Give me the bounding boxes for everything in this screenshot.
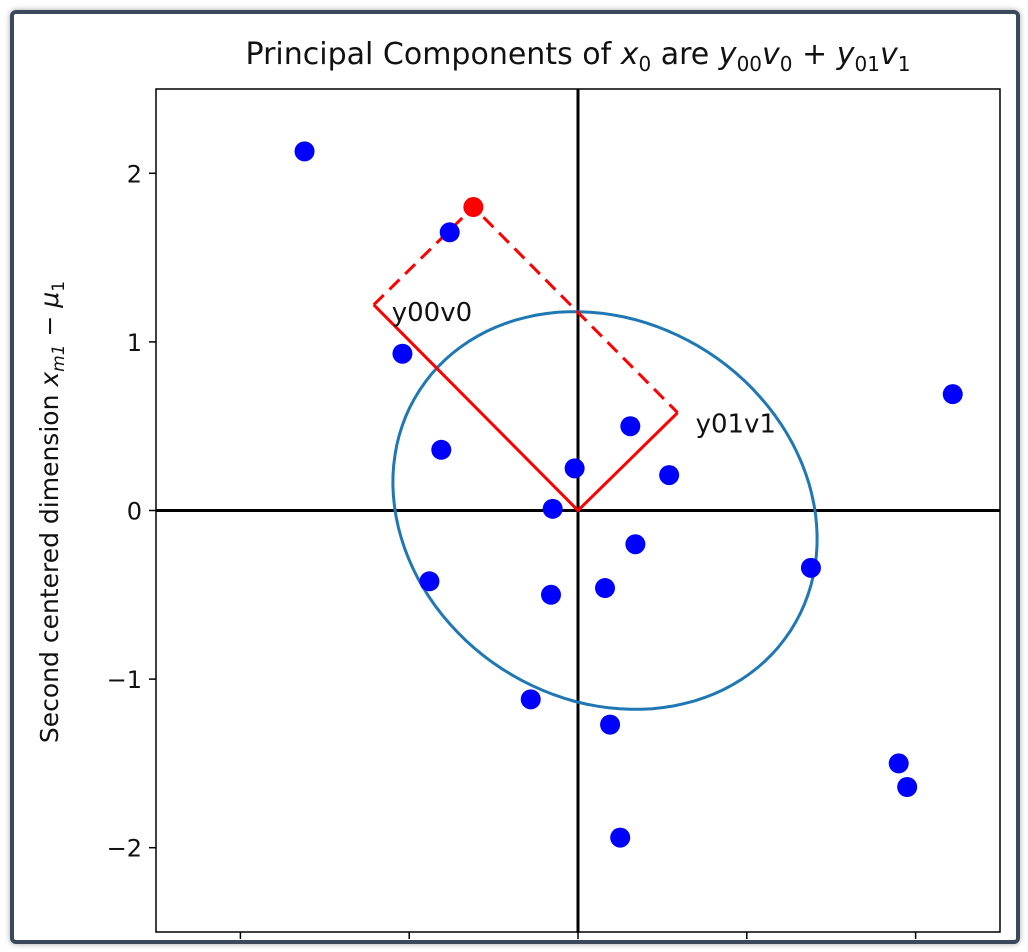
data-point xyxy=(897,777,918,798)
component-vectors xyxy=(372,303,679,513)
data-point xyxy=(520,689,541,710)
y-tick-label: −1 xyxy=(107,666,142,694)
data-point xyxy=(800,557,821,578)
data-point xyxy=(294,141,315,162)
y-axis-label: Second centered dimension xm1 − μ1 xyxy=(35,281,69,743)
data-point xyxy=(419,571,440,592)
data-point xyxy=(542,498,563,519)
data-point xyxy=(431,439,452,460)
y-tick-label: 1 xyxy=(127,329,142,357)
covariance-ellipse xyxy=(391,310,819,711)
data-point xyxy=(888,753,909,774)
data-point xyxy=(595,578,616,599)
data-point xyxy=(564,458,585,479)
data-point xyxy=(942,384,963,405)
y-tick-label: 0 xyxy=(127,498,142,526)
data-point xyxy=(610,827,631,848)
axis-ticks: 2 1 0 −1 −2 xyxy=(107,160,917,939)
label-y00v0: y00v0 xyxy=(392,298,472,328)
label-y01v1: y01v1 xyxy=(696,410,776,440)
data-point xyxy=(439,222,460,243)
annotations: y00v0 y01v1 xyxy=(392,298,776,440)
highlighted-point xyxy=(463,197,484,218)
y-tick-label: −2 xyxy=(107,835,142,863)
plot-content xyxy=(156,89,1000,932)
chart-title: Principal Components of x0 are y00v0 + y… xyxy=(246,37,911,76)
data-point xyxy=(540,584,561,605)
data-point xyxy=(659,465,680,486)
data-point xyxy=(600,714,621,735)
data-point xyxy=(392,343,413,364)
chart-frame xyxy=(10,10,1020,944)
data-point xyxy=(625,534,646,555)
data-point xyxy=(620,416,641,437)
y-tick-label: 2 xyxy=(127,160,142,188)
